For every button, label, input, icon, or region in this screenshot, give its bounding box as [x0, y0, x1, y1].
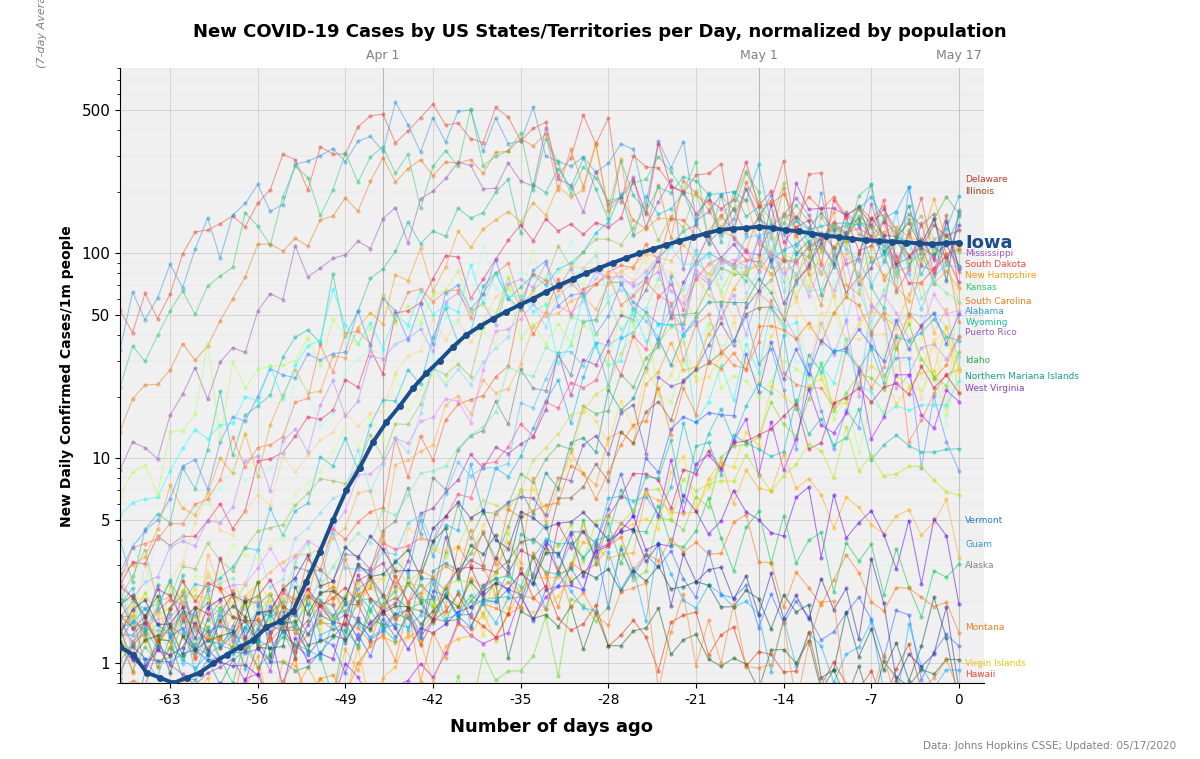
Text: West Virginia: West Virginia — [965, 383, 1025, 392]
Text: Wyoming: Wyoming — [965, 318, 1008, 327]
Text: Mississippi: Mississippi — [965, 249, 1014, 258]
Text: South Dakota: South Dakota — [965, 260, 1026, 269]
Text: Idaho: Idaho — [965, 356, 990, 365]
Y-axis label: New Daily Confirmed Cases/1m people: New Daily Confirmed Cases/1m people — [60, 225, 74, 527]
Text: Puerto Rico: Puerto Rico — [965, 328, 1016, 337]
Text: Data: Johns Hopkins CSSE; Updated: 05/17/2020: Data: Johns Hopkins CSSE; Updated: 05/17… — [923, 742, 1176, 751]
Text: New Hampshire: New Hampshire — [965, 271, 1037, 280]
Text: May 1: May 1 — [739, 49, 778, 62]
Text: Montana: Montana — [965, 622, 1004, 631]
Text: Vermont: Vermont — [965, 515, 1003, 524]
Text: Apr 1: Apr 1 — [366, 49, 400, 62]
Text: Alaska: Alaska — [965, 561, 995, 570]
Text: Illinois: Illinois — [965, 187, 995, 196]
Text: Virgin Islands: Virgin Islands — [965, 659, 1026, 668]
Text: Northern Mariana Islands: Northern Mariana Islands — [965, 372, 1079, 381]
Text: Iowa: Iowa — [965, 234, 1013, 251]
X-axis label: Number of days ago: Number of days ago — [450, 718, 654, 736]
Text: (7-day Average): (7-day Average) — [37, 0, 47, 68]
Text: New COVID-19 Cases by US States/Territories per Day, normalized by population: New COVID-19 Cases by US States/Territor… — [193, 23, 1007, 41]
Text: Guam: Guam — [965, 540, 992, 549]
Text: South Carolina: South Carolina — [965, 298, 1032, 307]
Text: May 17: May 17 — [936, 49, 982, 62]
Text: Hawaii: Hawaii — [965, 670, 996, 679]
Text: Delaware: Delaware — [965, 175, 1008, 184]
Text: Alabama: Alabama — [965, 307, 1004, 316]
Text: Kansas: Kansas — [965, 283, 997, 292]
